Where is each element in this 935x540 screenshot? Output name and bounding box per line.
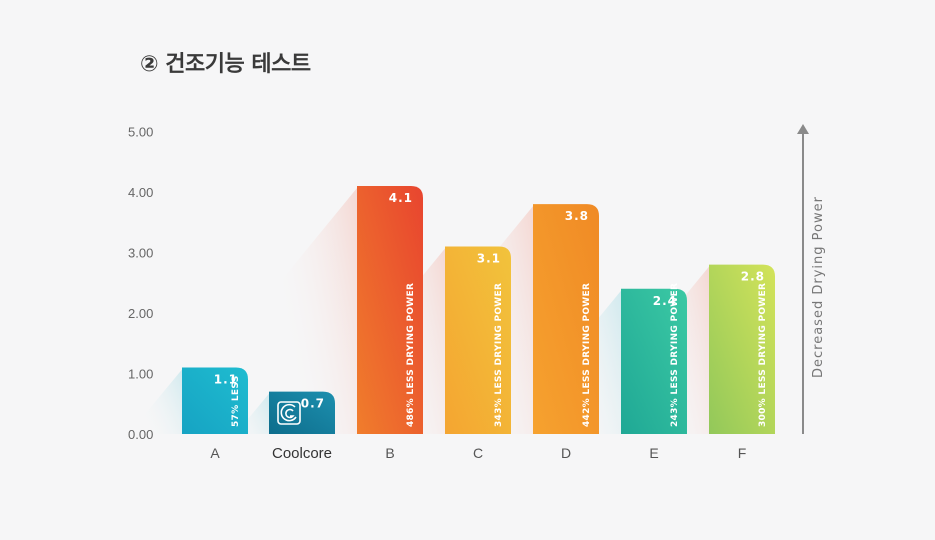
y-tick-label: 2.00 <box>128 306 153 321</box>
x-tick-label: B <box>385 445 394 461</box>
bar-shadow <box>282 187 357 434</box>
data-label: 3.8 <box>565 209 589 223</box>
arrow-up-icon <box>797 124 809 134</box>
side-axis-label: Decreased Drying Power <box>811 196 826 378</box>
data-label: 2.4 <box>653 294 677 308</box>
bar-annotation: 442% LESS DRYING POWER <box>582 283 592 427</box>
bar <box>533 204 599 434</box>
data-label: 1.1 <box>214 372 238 386</box>
x-tick-label: D <box>561 445 571 461</box>
y-tick-label: 4.00 <box>128 185 153 200</box>
y-tick-label: 3.00 <box>128 246 153 261</box>
x-tick-label: C <box>473 445 483 461</box>
bar-annotation: 300% LESS DRYING POWER <box>758 283 768 427</box>
bar-shadow <box>224 393 269 448</box>
bar <box>709 264 775 434</box>
bar-annotation: 486% LESS DRYING POWER <box>406 283 416 427</box>
bar <box>445 246 511 434</box>
bar-annotation: 343% LESS DRYING POWER <box>494 283 504 427</box>
data-label: 2.8 <box>741 270 765 284</box>
data-label: 3.1 <box>477 251 501 265</box>
x-tick-label: E <box>649 445 658 461</box>
bar <box>357 185 423 434</box>
y-tick-label: 5.00 <box>128 125 153 140</box>
bar <box>182 367 248 434</box>
x-tick-label: A <box>210 445 220 461</box>
bar <box>621 288 687 434</box>
x-tick-label: F <box>738 445 747 461</box>
page-title: ② 건조기능 테스트 <box>140 52 311 77</box>
data-label: 4.1 <box>389 191 413 205</box>
bar-annotation: 57% LESS <box>231 375 241 427</box>
coolcore-logo-icon <box>277 401 301 425</box>
bar-shadow <box>134 369 182 434</box>
y-tick-label: 1.00 <box>128 367 153 382</box>
y-tick-label: 0.00 <box>128 427 153 442</box>
x-tick-label: Coolcore <box>272 445 332 462</box>
bar-annotation: 243% LESS DRYING POWER <box>670 283 680 427</box>
data-label: 0.7 <box>301 397 325 411</box>
